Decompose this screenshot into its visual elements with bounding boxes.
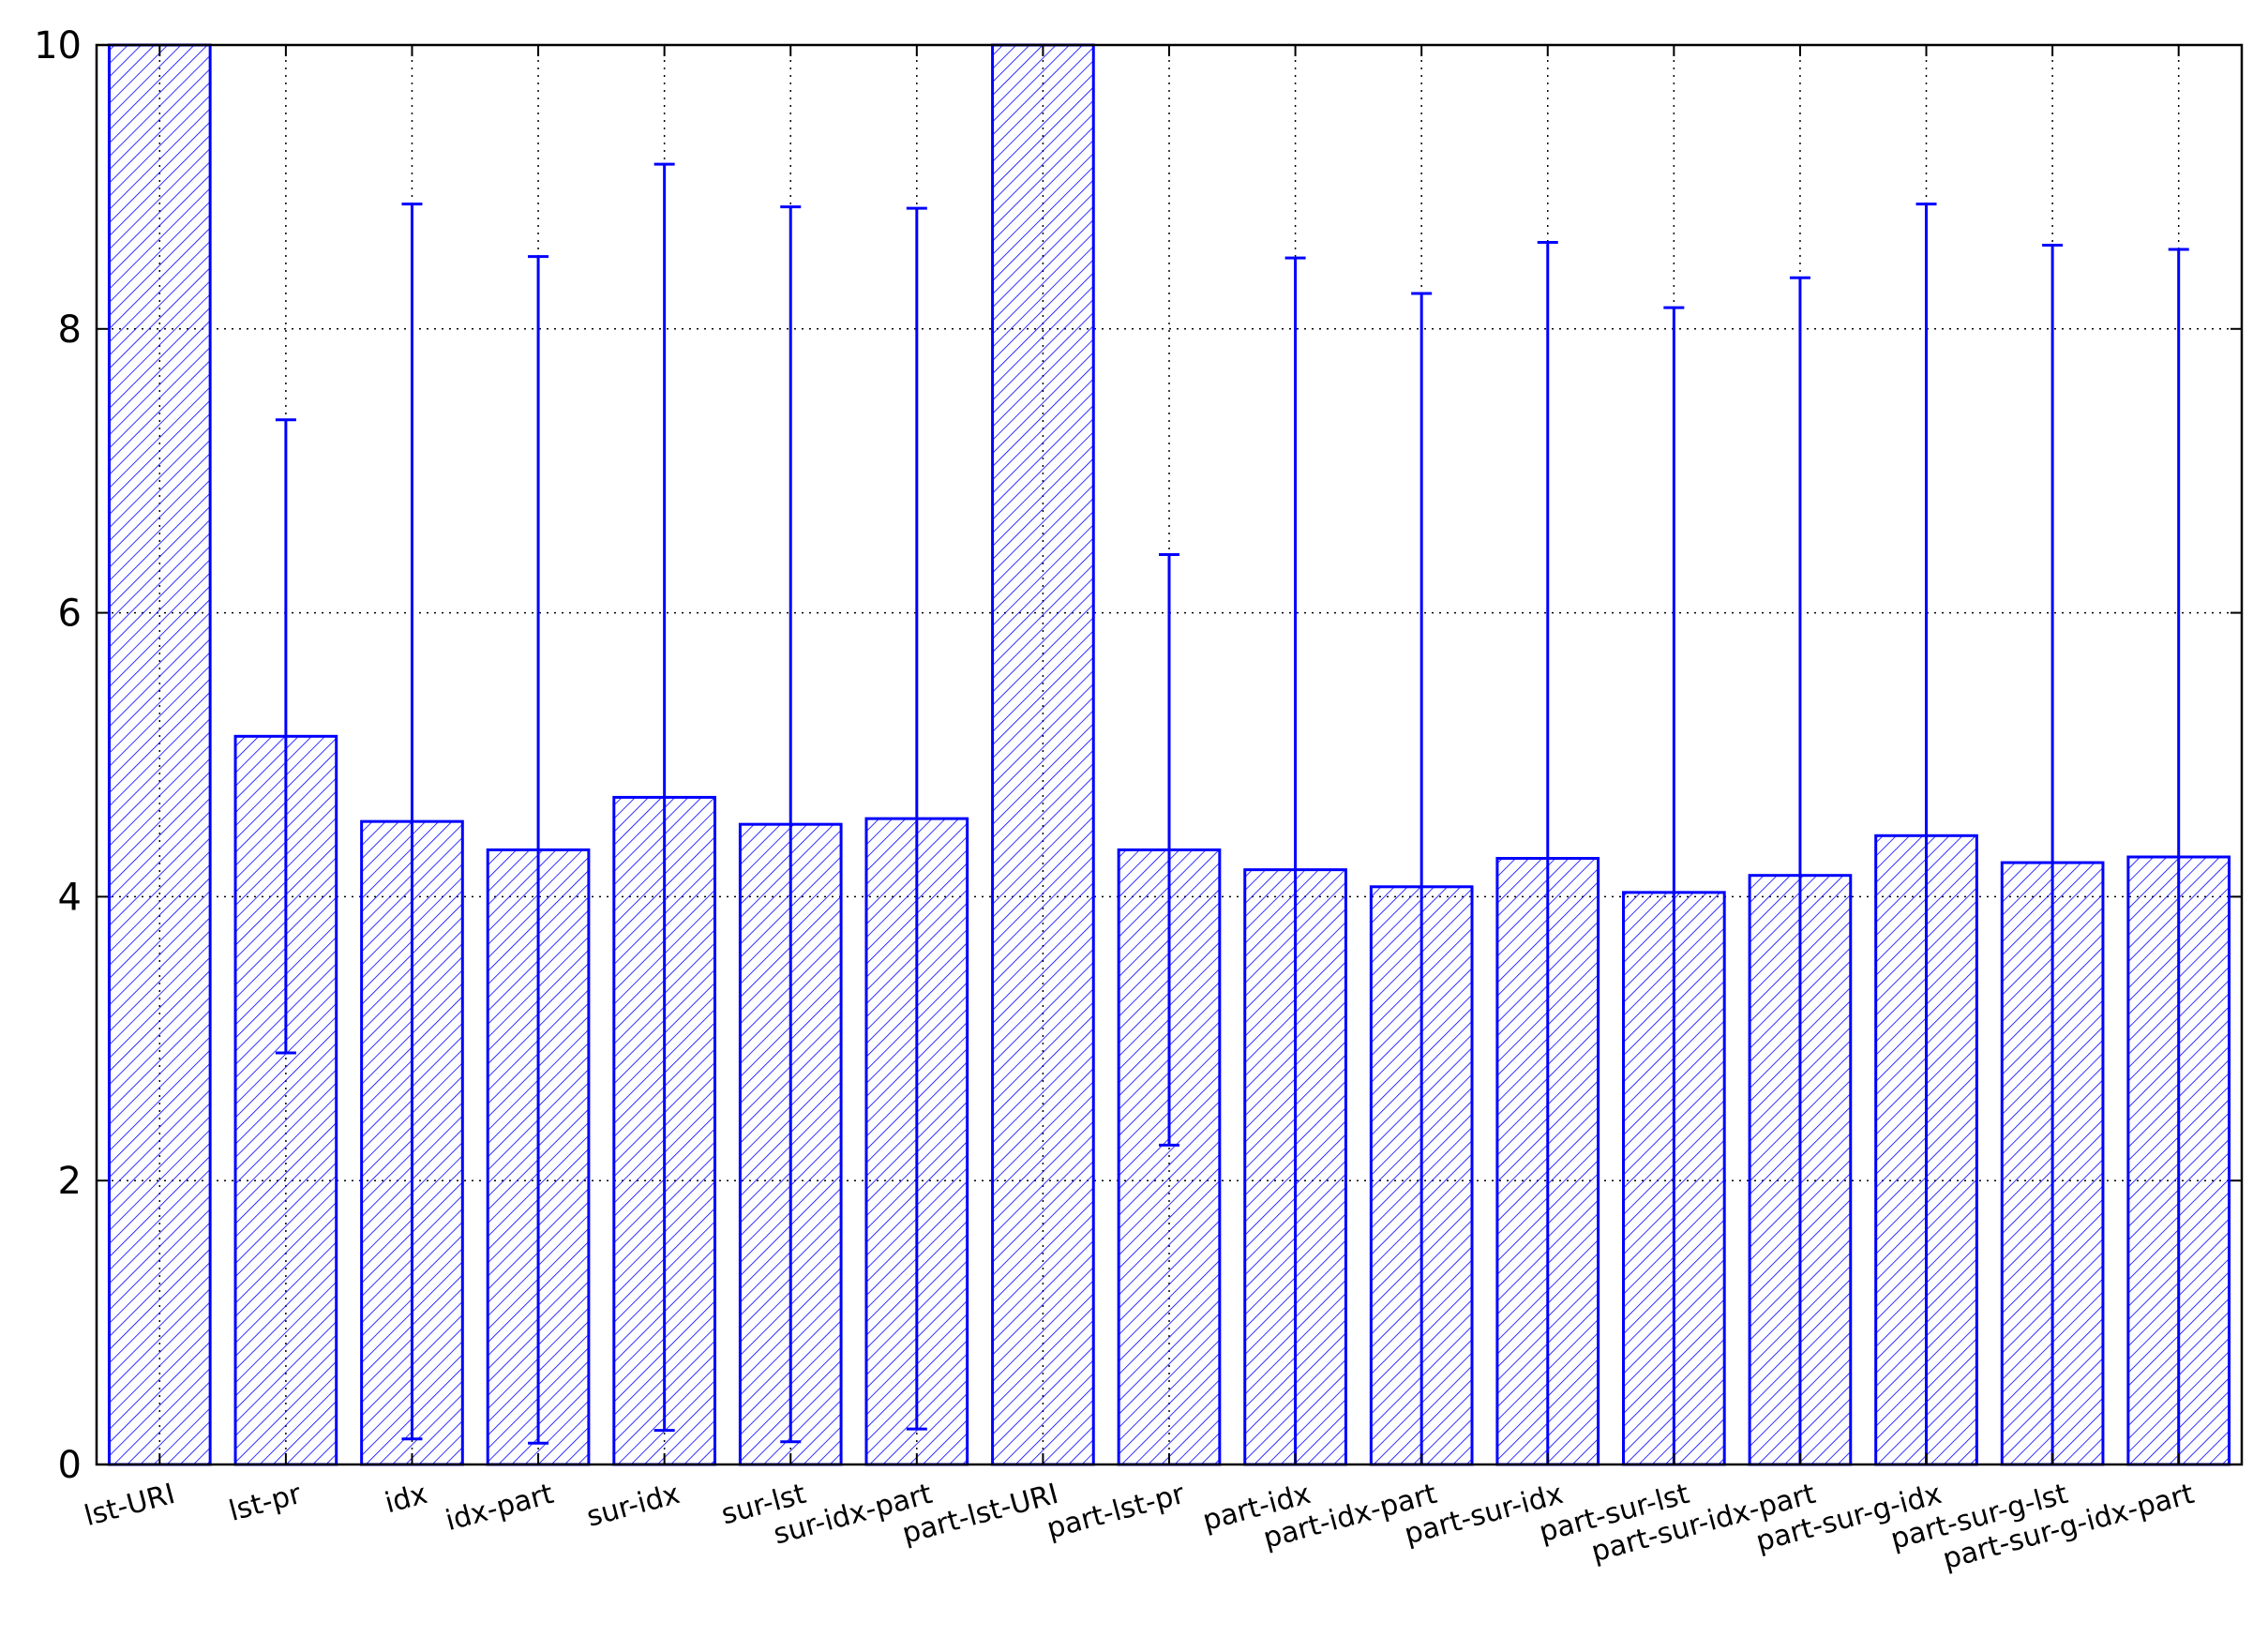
x-tick-label: idx <box>382 1478 431 1520</box>
bar <box>991 43 1095 1466</box>
x-tick-label: part-lst-pr <box>1044 1478 1189 1546</box>
x-tick-label: idx-part <box>443 1478 558 1538</box>
bar <box>107 43 212 1466</box>
y-tick-label: 6 <box>58 593 82 636</box>
x-tick-label: lst-URI <box>81 1478 178 1533</box>
x-tick-label: lst-pr <box>226 1478 306 1528</box>
y-tick-label: 10 <box>34 24 82 68</box>
y-tick-label: 8 <box>58 308 82 352</box>
x-tick-label: sur-idx <box>583 1478 683 1534</box>
y-axis-ticks: 0 2 4 6 8 10 <box>34 24 2242 1487</box>
y-tick-label: 0 <box>58 1444 82 1487</box>
y-tick-label: 4 <box>58 876 82 919</box>
y-tick-label: 2 <box>58 1160 82 1203</box>
